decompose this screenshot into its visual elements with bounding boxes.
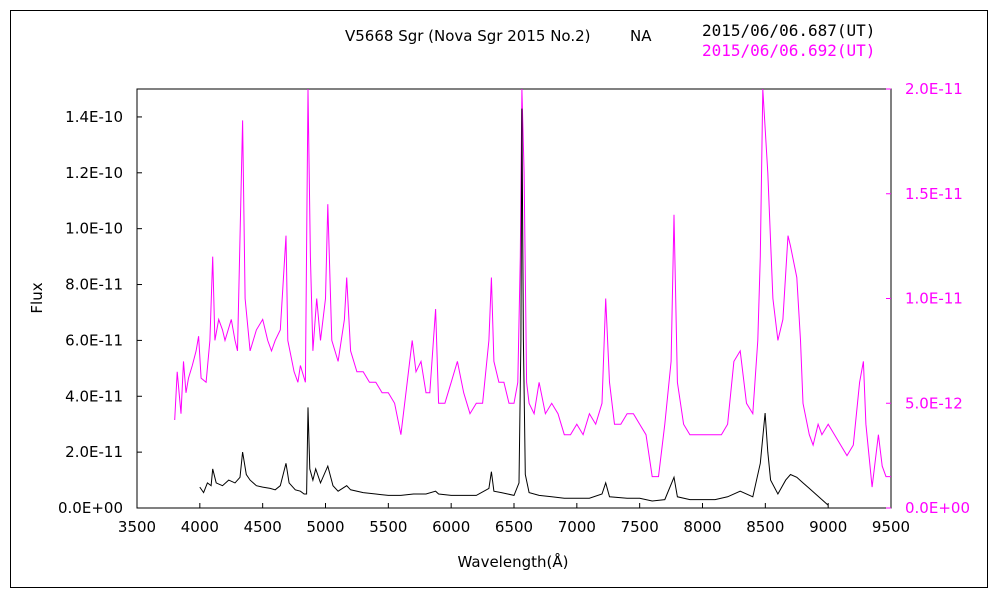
x-axis: 3500 4000 4500 5000 5500 6000 6500 7000 7500 8000… — [118, 503, 910, 536]
y-axis-right: 0.0E+00 5.0E-12 1.0E-11 1.5E-11 2.0E-11 — [886, 80, 970, 517]
y-left-tick-label: 1.4E-10 — [65, 108, 123, 126]
y-axis-left: 0.0E+00 2.0E-11 4.0E-11 6.0E-11 8.0E-11 1.0E-… — [58, 108, 142, 517]
x-tick-label: 3500 — [118, 518, 156, 536]
y-right-tick-label: 1.0E-11 — [905, 290, 963, 308]
y-left-tick-label: 6.0E-11 — [65, 331, 123, 349]
y-right-tick-label: 5.0E-12 — [905, 394, 963, 412]
x-tick-label: 9000 — [809, 518, 847, 536]
y-left-tick-label: 4.0E-11 — [65, 387, 123, 405]
y-left-tick-label: 0.0E+00 — [58, 499, 123, 517]
x-tick-label: 6500 — [495, 518, 533, 536]
x-tick-label: 4500 — [244, 518, 282, 536]
series-label-magenta: 2015/06/06.692(UT) — [702, 41, 875, 60]
x-tick-label: 9500 — [872, 518, 910, 536]
series-label-black: 2015/06/06.687(UT) — [702, 21, 875, 40]
x-axis-title: Wavelength(Å) — [458, 552, 569, 571]
x-tick-label: 6000 — [432, 518, 470, 536]
chart-title-tag: NA — [630, 27, 652, 45]
x-tick-label: 5000 — [306, 518, 344, 536]
y-left-tick-label: 2.0E-11 — [65, 443, 123, 461]
x-tick-label: 7000 — [558, 518, 596, 536]
y-left-tick-label: 1.0E-10 — [65, 220, 123, 238]
series-line-black — [199, 108, 829, 506]
y-left-tick-label: 1.2E-10 — [65, 164, 123, 182]
x-tick-label: 8500 — [746, 518, 784, 536]
x-tick-label: 5500 — [369, 518, 407, 536]
plot-area-border — [136, 88, 892, 509]
y-right-tick-label: 0.0E+00 — [905, 499, 970, 517]
y-right-tick-label: 1.5E-11 — [905, 185, 963, 203]
x-tick-label: 4000 — [181, 518, 219, 536]
series-line-magenta — [174, 88, 891, 488]
y-axis-title: Flux — [28, 282, 46, 313]
x-tick-label: 8000 — [683, 518, 721, 536]
y-left-tick-label: 8.0E-11 — [65, 276, 123, 294]
y-right-tick-label: 2.0E-11 — [905, 80, 963, 98]
chart-frame — [10, 10, 988, 588]
chart-title: V5668 Sgr (Nova Sgr 2015 No.2) — [345, 27, 591, 45]
series-group — [174, 88, 891, 506]
x-tick-label: 7500 — [621, 518, 659, 536]
